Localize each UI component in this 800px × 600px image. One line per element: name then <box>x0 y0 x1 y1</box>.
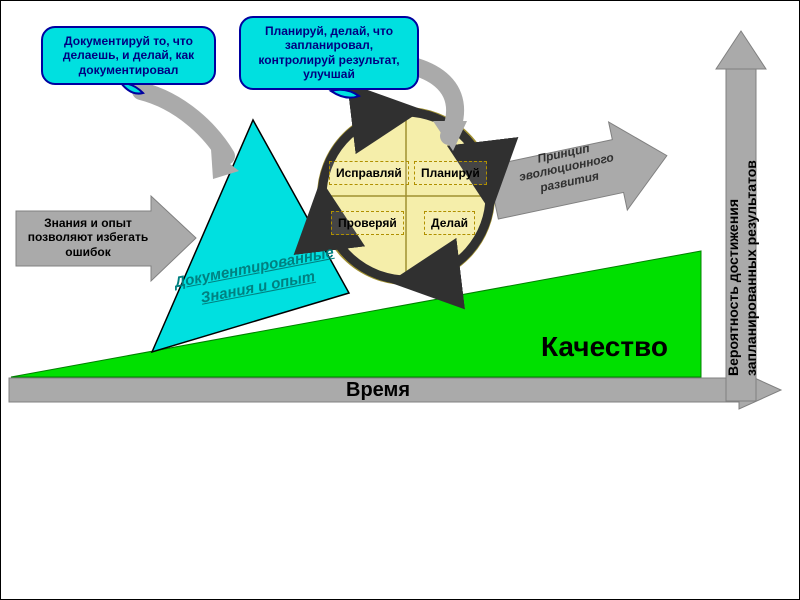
connector-left <box>141 91 226 156</box>
pdca-bl: Проверяй <box>331 211 404 235</box>
callout-right-text: Планируй, делай, что запланировал, контр… <box>258 24 399 81</box>
callout-left-text: Документируй то, что делаешь, и делай, к… <box>63 34 194 77</box>
quality-label: Качество <box>541 331 668 363</box>
y-axis-label: Вероятность достижения запланированных р… <box>724 76 760 376</box>
pdca-tl: Исправляй <box>329 161 409 185</box>
pdca-tr: Планируй <box>414 161 487 185</box>
callout-left: Документируй то, что делаешь, и делай, к… <box>41 26 216 85</box>
pdca-br: Делай <box>424 211 475 235</box>
x-axis-label: Время <box>346 379 410 402</box>
left-arrow-label: Знания и опыт позволяют избегать ошибок <box>24 216 152 259</box>
callout-right: Планируй, делай, что запланировал, контр… <box>239 16 419 90</box>
callout-right-tail <box>331 90 359 98</box>
diagram-svg <box>1 1 800 600</box>
